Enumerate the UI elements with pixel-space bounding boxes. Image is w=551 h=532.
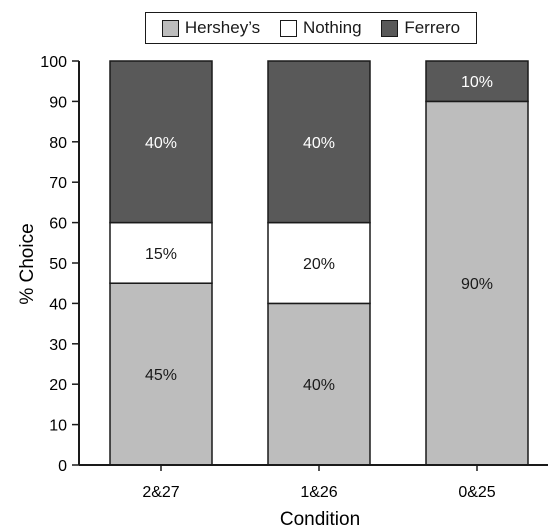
y-axis: 0 10 20 30 40 50 60 70 80 90 100 <box>40 54 80 475</box>
y-tick-label: 0 <box>58 458 67 475</box>
bar-segment <box>109 221 213 284</box>
y-tick-label: 20 <box>49 377 67 394</box>
bar-value-label: 45% <box>145 367 177 384</box>
bar-labels-layer: 45% 15% 40% 40% 20% 40% 90% 10% <box>145 74 493 394</box>
x-tick-label: 2&27 <box>142 484 179 501</box>
y-tick-label: 10 <box>49 418 67 435</box>
legend-item: Nothing <box>279 18 362 38</box>
bar-segment <box>267 221 371 305</box>
legend-item: Ferrero <box>381 18 460 38</box>
y-axis-title: % Choice <box>17 223 38 304</box>
x-axis: 2&27 1&26 0&25 <box>79 464 548 501</box>
legend-item: Hershey’s <box>161 18 261 38</box>
bar-value-label: 15% <box>145 246 177 263</box>
y-tick-label: 70 <box>49 175 67 192</box>
legend-swatch <box>381 19 399 37</box>
x-tick-label: 1&26 <box>300 484 337 501</box>
legend: Hershey’s Nothing Ferrero <box>145 12 477 44</box>
y-tick-label: 60 <box>49 216 67 233</box>
legend-label: Nothing <box>302 18 362 37</box>
bar-value-label: 40% <box>303 377 335 394</box>
bar-segment <box>109 60 213 224</box>
bars-layer <box>109 60 529 466</box>
bar-value-label: 90% <box>461 276 493 293</box>
bar-value-label: 10% <box>461 74 493 91</box>
y-tick-label: 100 <box>40 54 67 71</box>
bar-segment <box>425 100 529 466</box>
legend-label: Hershey’s <box>184 18 261 37</box>
y-tick-label: 40 <box>49 296 67 313</box>
y-tick-label: 30 <box>49 337 67 354</box>
y-tick-label: 90 <box>49 94 67 111</box>
bar-value-label: 40% <box>145 135 177 152</box>
legend-swatch <box>279 19 297 37</box>
bar-value-label: 20% <box>303 256 335 273</box>
y-tick-label: 80 <box>49 135 67 152</box>
bar-value-label: 40% <box>303 135 335 152</box>
y-tick-label: 50 <box>49 256 67 273</box>
bar-segment <box>425 60 529 103</box>
bar-segment <box>267 60 371 224</box>
legend-label: Ferrero <box>404 18 461 37</box>
bar-segment <box>267 302 371 466</box>
x-tick-label: 0&25 <box>458 484 495 501</box>
legend-swatch <box>161 19 179 37</box>
bar-segment <box>109 282 213 466</box>
x-axis-title: Condition <box>280 509 360 530</box>
